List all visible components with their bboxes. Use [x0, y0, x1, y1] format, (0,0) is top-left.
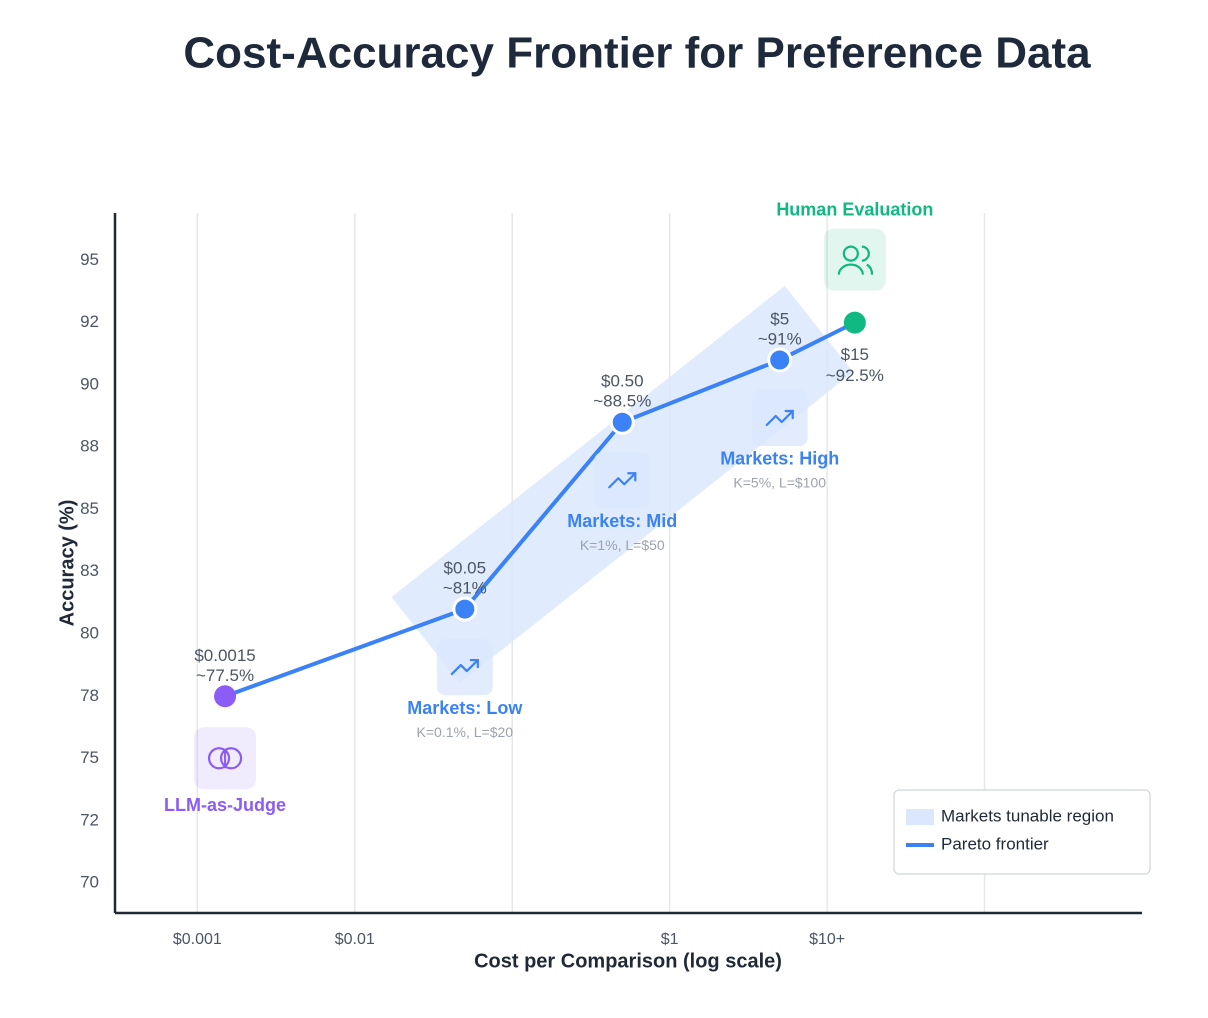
trend-icon: [469, 658, 479, 669]
trend-icon: [608, 472, 637, 489]
y-tick-label: 75: [80, 748, 99, 767]
cost-label: $0.50: [601, 372, 644, 391]
value-label: ~88.5%: [593, 392, 651, 411]
brain-icon: [219, 747, 243, 770]
people-icon: [842, 245, 859, 262]
cost-label: $5: [770, 309, 789, 328]
x-tick-label: $0.001: [173, 931, 222, 948]
annotation: Human Evaluation: [776, 199, 933, 291]
data-point: [452, 596, 478, 622]
y-tick-label: 78: [80, 686, 99, 705]
cost-label: $0.0015: [194, 646, 255, 665]
x-tick-label: $10+: [809, 931, 845, 948]
value-label: ~77.5%: [196, 666, 254, 685]
annotation-title: Markets: Mid: [567, 511, 677, 531]
x-axis-label: Cost per Comparison (log scale): [474, 950, 782, 972]
y-tick-label: 80: [80, 623, 99, 642]
y-tick-label: 90: [80, 374, 99, 393]
legend-swatch: [906, 809, 934, 825]
y-tick-label: 72: [80, 810, 99, 829]
icon-box: [751, 389, 808, 446]
y-tick-label: 92: [80, 312, 99, 331]
y-tick-label: 85: [80, 499, 99, 518]
icon-box: [594, 452, 651, 509]
annotation-detail: K=5%, L=$100: [733, 475, 826, 491]
trend-icon: [765, 409, 794, 427]
data-point: [767, 347, 793, 373]
annotation-title: Human Evaluation: [776, 199, 933, 219]
annotation: LLM-as-Judge: [164, 727, 286, 815]
value-label: ~91%: [758, 329, 802, 348]
annotation-detail: K=1%, L=$50: [580, 537, 665, 553]
trend-icon: [627, 472, 637, 482]
annotation: Markets: High K=5%, L=$100: [720, 389, 839, 491]
legend-label: Markets tunable region: [941, 806, 1114, 825]
cost-label: $15: [841, 345, 869, 364]
legend-box: [893, 789, 1151, 875]
y-tick-label: 70: [80, 873, 99, 892]
value-label: ~92.5%: [826, 366, 884, 385]
annotation-detail: K=0.1%, L=$20: [417, 724, 514, 740]
y-tick-label: 88: [80, 437, 99, 456]
cost-label: $0.05: [444, 559, 487, 578]
annotation-title: Markets: Low: [407, 698, 523, 718]
people-icon: [861, 245, 873, 275]
legend-label: Pareto frontier: [941, 834, 1049, 853]
data-point: [214, 685, 237, 708]
y-tick-label: 95: [80, 250, 99, 269]
value-label: ~81%: [443, 579, 487, 598]
annotation: Markets: Low K=0.1%, L=$20: [407, 639, 523, 740]
trend-icon: [784, 409, 794, 420]
people-icon: [837, 263, 864, 275]
data-point: [609, 409, 635, 435]
x-tick-label: $1: [661, 931, 679, 948]
annotation-title: LLM-as-Judge: [164, 795, 286, 815]
chart-title: Cost-Accuracy Frontier for Preference Da…: [183, 29, 1091, 78]
x-tick-label: $0.01: [335, 931, 375, 948]
y-tick-label: 83: [80, 561, 99, 580]
icon-box: [436, 639, 493, 696]
brain-icon: [207, 747, 231, 770]
annotation-title: Markets: High: [720, 449, 839, 469]
trend-icon: [450, 658, 479, 676]
annotation: Markets: Mid K=1%, L=$50: [567, 452, 677, 553]
data-point: [843, 311, 866, 334]
y-axis-label: Accuracy (%): [56, 500, 78, 627]
